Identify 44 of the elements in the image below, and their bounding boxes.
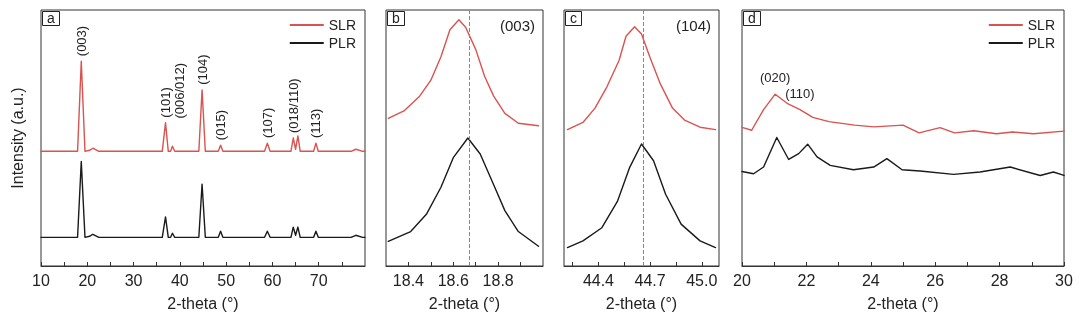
annotation: (107)	[259, 107, 275, 139]
annotation: (113)	[308, 108, 324, 139]
legend-label: PLR	[1027, 35, 1055, 51]
x-tick-label: 30	[124, 271, 143, 289]
x-tick-label: 40	[170, 271, 189, 289]
chart-title: c	[570, 10, 577, 26]
x-axis-title: 2-theta (°)	[867, 294, 939, 312]
legend-label: SLR	[1027, 17, 1055, 33]
x-tick-label: 26	[926, 271, 945, 289]
annotation: (015)	[213, 109, 229, 141]
x-axis-title: 2-theta (°)	[605, 294, 678, 312]
chart-title: d	[748, 10, 756, 26]
x-tick-label: 24	[861, 271, 880, 289]
annotation: (006/012)	[172, 62, 188, 119]
legend-label: SLR	[328, 17, 356, 33]
x-tick-label: 30	[1055, 271, 1073, 289]
annotation: (110)	[785, 85, 815, 101]
x-tick-label: 70	[309, 271, 328, 289]
x-tick-label: 44.4	[582, 271, 615, 289]
x-tick-label: 18.4	[392, 271, 425, 289]
x-tick-label: 20	[78, 271, 97, 289]
x-tick-label: 44.7	[634, 271, 666, 289]
x-tick-label: 10	[32, 271, 50, 289]
x-tick-label: 20	[733, 271, 751, 289]
annotation: (101)	[158, 87, 174, 118]
x-tick-label: 50	[217, 271, 236, 289]
x-tick-label: 60	[263, 271, 282, 289]
annotation: (020)	[759, 70, 791, 86]
annotation: (003)	[73, 25, 89, 57]
annotation: (104)	[194, 54, 210, 85]
x-axis-title: 2-theta (°)	[428, 294, 501, 312]
annotation: (104)	[675, 17, 711, 34]
annotation: (003)	[499, 17, 535, 34]
y-axis-title: Intensity (a.u.)	[8, 87, 26, 189]
chart-title: a	[47, 10, 55, 26]
x-tick-label: 45.0	[686, 271, 718, 289]
x-axis-title: 2-theta (°)	[167, 294, 239, 312]
x-tick-label: 22	[797, 271, 816, 289]
annotation: (018/110)	[285, 78, 301, 133]
x-tick-label: 18.6	[437, 271, 469, 289]
legend-label: PLR	[328, 35, 356, 51]
chart-title: b	[392, 10, 400, 26]
x-tick-label: 28	[990, 271, 1009, 289]
x-tick-label: 18.8	[482, 271, 514, 289]
